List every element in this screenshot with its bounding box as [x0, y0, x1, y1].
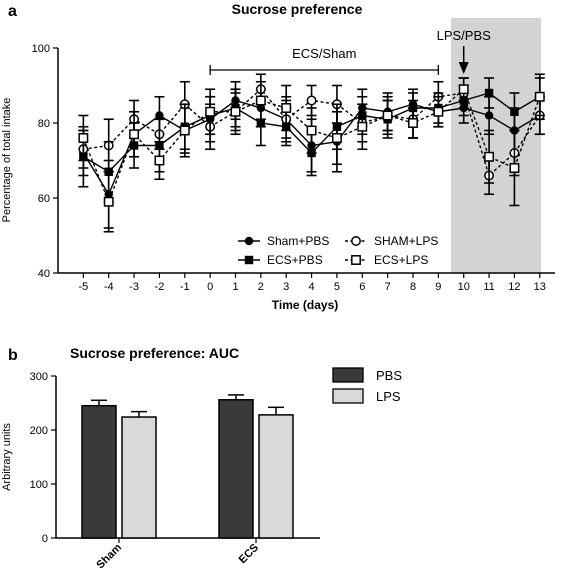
x-tick-label: 7 — [385, 281, 391, 293]
legend-label: ECS+PBS — [267, 253, 323, 267]
y-tick-label: 200 — [30, 425, 48, 437]
legend-marker — [244, 255, 254, 265]
data-point — [433, 106, 444, 117]
panel-b-title: Sucrose preference: AUC — [70, 345, 239, 361]
x-tick-label: ECS — [237, 542, 261, 566]
lps-pbs-label: LPS/PBS — [437, 28, 492, 43]
x-tick-label: 9 — [435, 281, 441, 293]
x-tick-label: 2 — [258, 281, 264, 293]
data-point — [205, 106, 216, 117]
x-tick-label: Sham — [94, 541, 124, 571]
data-point — [129, 129, 140, 140]
data-point — [103, 196, 114, 207]
panel-a-ylabel: Percentage of total intake — [1, 98, 13, 223]
x-tick-label: 0 — [207, 281, 213, 293]
data-point — [281, 103, 292, 113]
panel-b-plot: 0 100 200 300 Sham ECS PBS LPS — [30, 367, 402, 571]
y-tick-label: 40 — [38, 268, 50, 280]
panel-a-legend: Sham+PBS SHAM+LPS ECS+PBS ECS+LPS — [238, 234, 438, 267]
data-point — [484, 151, 495, 162]
panel-b-label: b — [8, 347, 18, 364]
data-point — [306, 125, 317, 136]
data-point — [155, 111, 164, 120]
x-tick-label: 10 — [458, 281, 470, 293]
lps-pbs-arrow-head — [458, 62, 469, 74]
legend-swatch — [332, 388, 364, 404]
bar — [258, 414, 294, 539]
x-tick-label: 11 — [483, 281, 494, 293]
data-point — [484, 111, 494, 120]
y-tick-label: 0 — [42, 533, 48, 545]
data-point — [458, 84, 469, 95]
x-tick-label: -2 — [155, 281, 165, 293]
x-tick-label: -5 — [78, 281, 88, 293]
y-tick-label: 100 — [32, 43, 50, 55]
data-point — [179, 125, 190, 136]
bar — [218, 399, 254, 539]
x-tick-label: 6 — [359, 281, 365, 293]
y-tick-label: 300 — [30, 371, 48, 383]
y-tick-label: 60 — [38, 193, 50, 205]
panel-a-title: Sucrose preference — [232, 1, 363, 17]
data-point — [484, 88, 494, 98]
series-ecs-lps — [78, 73, 545, 233]
legend-label: LPS — [376, 389, 401, 404]
panel-a-xlabel: Time (days) — [272, 298, 338, 312]
panel-b-ylabel: Arbitrary units — [1, 423, 13, 491]
data-point — [78, 133, 89, 143]
legend-marker — [244, 236, 254, 246]
data-point — [331, 133, 342, 143]
data-point — [357, 121, 368, 132]
data-point — [509, 163, 520, 173]
legend-label: ECS+LPS — [374, 253, 428, 267]
bar — [121, 416, 157, 539]
legend-label: SHAM+LPS — [374, 234, 438, 248]
panel-a-label: a — [8, 3, 17, 20]
lps-shaded-region — [451, 18, 542, 273]
data-point — [510, 107, 519, 116]
x-tick-label: -1 — [180, 281, 190, 293]
x-tick-label: 13 — [534, 281, 546, 293]
legend-label: PBS — [376, 368, 402, 383]
data-point — [154, 155, 165, 166]
data-point — [255, 95, 266, 106]
x-tick-label: 3 — [283, 281, 289, 293]
data-point — [230, 106, 241, 117]
y-tick-label: 80 — [38, 118, 50, 130]
x-tick-label: 5 — [334, 281, 340, 293]
x-tick-label: 8 — [410, 281, 416, 293]
legend-swatch — [332, 367, 364, 383]
legend-marker — [351, 255, 361, 265]
x-tick-label: 12 — [508, 281, 520, 293]
data-point — [382, 110, 393, 121]
x-tick-label: 4 — [309, 281, 315, 293]
x-tick-label: -4 — [104, 281, 114, 293]
data-point — [408, 118, 418, 128]
data-point — [306, 95, 317, 106]
x-tick-label: -3 — [129, 281, 139, 293]
y-tick-label: 100 — [30, 479, 48, 491]
legend-label: Sham+PBS — [267, 234, 329, 248]
panel-b-legend: PBS LPS — [332, 367, 402, 404]
data-point — [256, 118, 266, 128]
ecs-sham-label: ECS/Sham — [292, 46, 356, 61]
data-point — [534, 91, 545, 102]
x-tick-label: 1 — [232, 281, 238, 293]
legend-marker — [351, 236, 361, 246]
bar — [81, 404, 117, 539]
